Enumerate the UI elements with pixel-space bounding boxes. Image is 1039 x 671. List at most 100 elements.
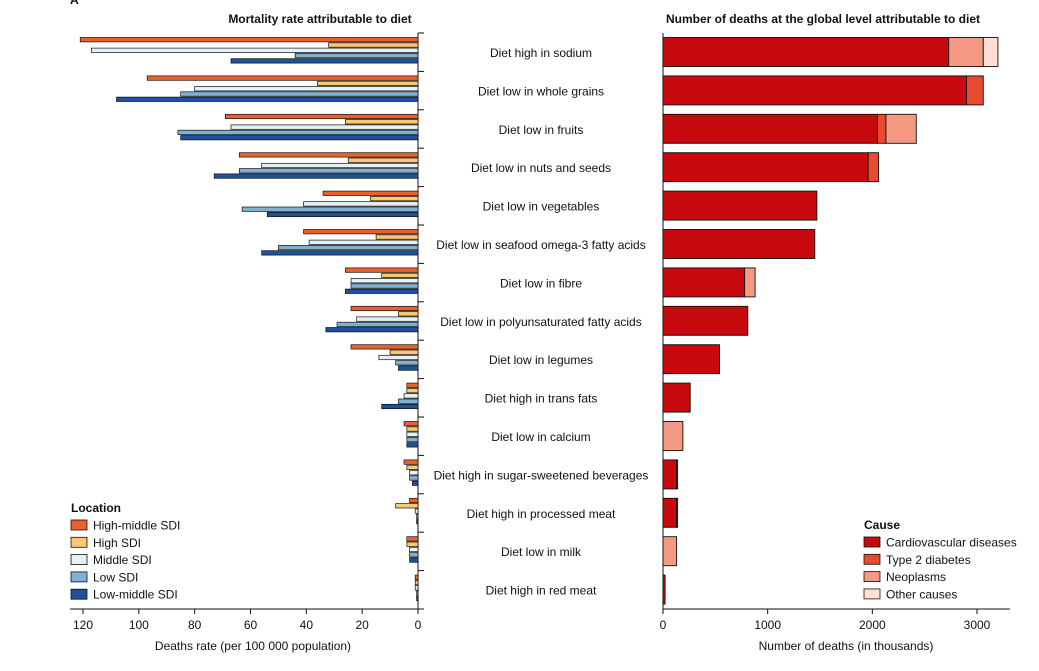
category-label: Diet low in vegetables (483, 200, 600, 214)
left-x-tick-label: 0 (415, 618, 422, 632)
cause-legend-label: Other causes (886, 587, 957, 601)
location-legend-label: Low-middle SDI (93, 588, 178, 602)
left-bar-low-sdi (180, 91, 419, 97)
left-bar-high-middle-sdi (406, 382, 419, 388)
left-bar-high-middle-sdi (406, 536, 419, 542)
left-bar-high-sdi (328, 42, 419, 48)
left-bar-high-sdi (406, 388, 419, 394)
left-bar-high-middle-sdi (225, 113, 419, 120)
left-bar-low-sdi (294, 53, 419, 59)
left-bar-low-sdi (241, 206, 419, 212)
left-bar-high-sdi (406, 426, 419, 432)
right-bar-other-causes (982, 37, 999, 67)
right-bar-cardiovascular-diseases (662, 152, 869, 183)
right-bar-cardiovascular-diseases (662, 344, 720, 375)
right-bar-neoplasms (948, 37, 984, 67)
right-bar-type-2-diabetes (877, 113, 887, 144)
right-chart-title: Number of deaths at the global level att… (666, 12, 980, 26)
cause-legend-label: Neoplasms (886, 570, 946, 584)
left-bar-high-middle-sdi (409, 497, 419, 504)
left-x-tick-label: 120 (73, 618, 93, 632)
right-bar-type-2-diabetes (867, 152, 880, 183)
right-x-tick-label: 1000 (754, 618, 781, 632)
category-label: Diet high in processed meat (467, 507, 616, 521)
left-bar-middle-sdi (356, 316, 419, 322)
left-bar-high-sdi (395, 503, 419, 509)
location-legend-swatch (70, 571, 88, 583)
cause-legend-swatch (863, 536, 881, 548)
left-bar-middle-sdi (194, 86, 419, 92)
left-bar-high-middle-sdi (403, 459, 419, 465)
location-legend-swatch (70, 554, 88, 565)
left-bar-high-middle-sdi (79, 37, 419, 43)
cause-legend-swatch (863, 571, 881, 582)
left-bar-middle-sdi (414, 585, 419, 591)
left-bar-middle-sdi (308, 239, 419, 245)
cause-legend-title: Cause (864, 518, 900, 532)
left-bar-low-sdi (278, 245, 419, 251)
left-x-axis-label: Deaths rate (per 100 000 population) (155, 639, 351, 653)
left-bar-middle-sdi (403, 393, 419, 399)
left-bar-low-sdi (409, 475, 419, 481)
category-label: Diet low in legumes (489, 353, 593, 367)
left-bar-high-middle-sdi (350, 305, 419, 312)
left-bar-low-middle-sdi (409, 557, 419, 563)
left-bar-low-middle-sdi (412, 480, 419, 486)
left-bar-low-middle-sdi (325, 327, 419, 333)
cause-legend-label: Type 2 diabetes (886, 553, 971, 567)
category-label: Diet high in trans fats (485, 392, 598, 406)
right-x-tick-label: 3000 (964, 618, 991, 632)
category-labels: Diet high in sodium Diet low in whole gra… (434, 46, 649, 598)
left-bar-low-middle-sdi (116, 96, 419, 102)
left-bar-low-middle-sdi (406, 442, 419, 448)
left-bar-low-sdi (416, 513, 419, 519)
category-label: Diet low in whole grains (478, 84, 604, 98)
left-bar-middle-sdi (230, 124, 419, 130)
panel-letter: A (70, 0, 79, 7)
right-bar-cardiovascular-diseases (662, 229, 816, 259)
right-bar-cardiovascular-diseases (662, 497, 678, 528)
left-bar-high-sdi (375, 234, 419, 240)
left-x-tick-label: 80 (188, 618, 202, 632)
left-bar-low-middle-sdi (213, 173, 419, 179)
left-x-tick-label: 60 (244, 618, 258, 632)
right-x-tick-label: 0 (660, 618, 667, 632)
cause-legend-swatch (863, 588, 881, 600)
left-bar-low-sdi (177, 129, 419, 135)
right-bar-type-2-diabetes (676, 497, 679, 528)
left-bar-low-middle-sdi (381, 403, 419, 410)
right-bar-cardiovascular-diseases (662, 37, 950, 67)
left-bar-low-middle-sdi (416, 595, 419, 602)
category-label: Diet low in milk (501, 545, 582, 559)
cause-legend-swatch (863, 553, 881, 565)
left-x-tick-label: 100 (129, 618, 149, 632)
cause-legend-label: Cardiovascular diseases (886, 536, 1017, 550)
left-bar-high-sdi (381, 272, 419, 278)
left-bar-low-sdi (336, 321, 419, 327)
location-legend-label: Middle SDI (93, 553, 152, 567)
left-bar-low-sdi (398, 398, 419, 404)
location-legend-label: High-middle SDI (93, 519, 180, 533)
left-bar-low-middle-sdi (230, 58, 419, 64)
cause-legend: Cause Cardiovascular diseases Type 2 diab… (863, 518, 1017, 601)
left-bar-high-sdi (345, 119, 419, 125)
left-chart-title: Mortality rate attributable to diet (228, 12, 411, 26)
left-bar-high-sdi (398, 311, 419, 317)
left-bar-high-middle-sdi (403, 421, 419, 427)
left-bar-high-middle-sdi (146, 75, 419, 81)
left-bar-middle-sdi (409, 470, 419, 476)
left-bar-high-sdi (347, 157, 419, 163)
left-bar-low-middle-sdi (261, 250, 419, 256)
left-bar-middle-sdi (409, 546, 419, 553)
right-bar-cardiovascular-diseases (662, 574, 666, 605)
left-bar-high-middle-sdi (303, 229, 419, 235)
category-label: Diet high in sodium (490, 46, 592, 60)
right-bar-neoplasms (885, 113, 917, 144)
location-legend: Location High-middle SDI High SDI Middle S… (70, 501, 180, 602)
right-bar-neoplasms (662, 536, 678, 567)
category-label: Diet low in fibre (500, 276, 582, 290)
category-label: Diet low in nuts and seeds (471, 161, 611, 175)
left-bar-high-middle-sdi (238, 152, 419, 158)
left-bar-middle-sdi (414, 508, 419, 514)
